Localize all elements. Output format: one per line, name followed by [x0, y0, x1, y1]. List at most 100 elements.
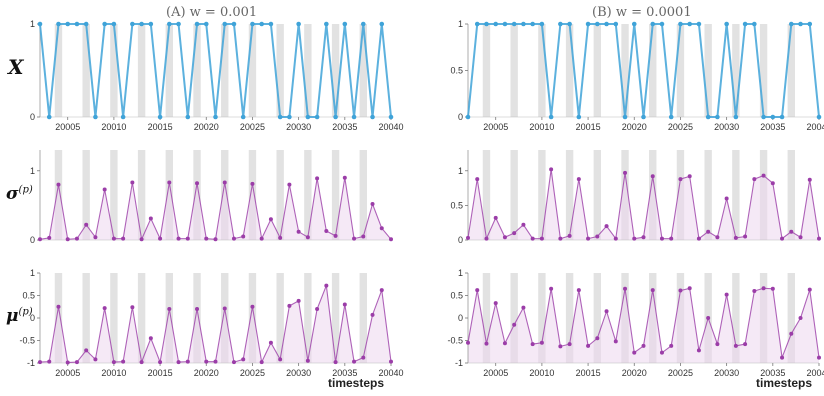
b-sigma-data-point — [789, 229, 794, 234]
b-mu-xtick-label: 20040 — [806, 368, 824, 378]
a-sigma-data-point — [305, 235, 310, 240]
a-mu-data-point — [250, 304, 255, 309]
b-X-xtick-label: 20010 — [529, 122, 554, 132]
b-sigma-stripe — [565, 150, 574, 240]
a-sigma-data-point — [185, 236, 190, 241]
a-sigma-data-point — [324, 229, 329, 233]
a-sigma-data-point — [296, 229, 301, 234]
b-mu-xtick-label: 20035 — [760, 368, 785, 378]
a-mu-data-point — [268, 340, 273, 345]
a-sigma-data-point — [361, 234, 366, 239]
a-X-xtick-label: 20020 — [194, 122, 219, 132]
a-mu-data-point — [38, 360, 42, 365]
b-sigma-data-point — [807, 177, 812, 182]
b-sigma-data-point — [817, 236, 821, 241]
a-mu-data-point — [195, 307, 200, 311]
a-sigma-data-point — [213, 237, 218, 242]
a-X-ytick-label: 1 — [30, 19, 35, 29]
b-mu-ytick-label: -1 — [455, 358, 463, 368]
b-mu-xtick-label: 20025 — [668, 368, 693, 378]
b-sigma-data-point — [743, 234, 748, 239]
b-sigma-data-point — [595, 234, 600, 239]
a-X-data-point — [222, 21, 228, 27]
a-sigma-stripe — [110, 150, 118, 240]
b-X-data-point — [567, 21, 572, 27]
a-sigma-data-point — [195, 181, 200, 186]
b-mu-stripe — [510, 273, 518, 363]
a-mu-data-point — [361, 355, 366, 360]
b-X-data-point — [576, 114, 582, 120]
b-mu-data-point — [780, 355, 785, 360]
a-sigma-data-point — [74, 236, 79, 241]
b-X-data-point — [816, 114, 822, 120]
a-X-data-point — [194, 21, 200, 27]
a-mu-data-point — [158, 360, 163, 365]
b-X-data-point — [465, 114, 471, 120]
a-sigma-stripe — [304, 150, 312, 240]
a-X-data-point — [139, 21, 144, 27]
b-X-data-point — [484, 21, 489, 27]
b-sigma-data-point — [780, 236, 785, 241]
a-X-xtick-label: 20025 — [240, 122, 265, 132]
a-sigma-data-point — [65, 237, 70, 242]
a-mu-data-point — [213, 359, 218, 364]
b-mu-ytick-label: 1 — [458, 268, 463, 278]
x-axis-label-left: timesteps — [328, 376, 385, 390]
a-mu-xtick-label: 20005 — [55, 368, 80, 378]
a-mu-data-point — [204, 359, 209, 364]
a-X-stripe — [137, 24, 146, 117]
b-sigma-ytick-label: 0.5 — [450, 200, 463, 210]
a-mu-xtick-label: 20010 — [101, 368, 126, 378]
b-mu-data-point — [641, 343, 646, 348]
b-sigma-stripe — [510, 150, 518, 240]
b-mu-xtick-label: 20010 — [529, 368, 554, 378]
sigma-superscript: (p) — [18, 184, 33, 196]
b-mu-data-point — [549, 286, 554, 291]
a-mu-data-point — [139, 360, 144, 365]
b-X-data-point — [761, 114, 766, 120]
a-mu-area — [40, 285, 391, 363]
b-mu-ytick-label: 0.5 — [450, 291, 463, 301]
a-X-data-point — [287, 114, 292, 120]
b-X-data-point — [705, 114, 711, 120]
a-sigma-stripe — [359, 150, 367, 240]
b-mu-data-point — [567, 342, 572, 347]
a-sigma-data-point — [130, 180, 135, 185]
a-mu-data-point — [278, 357, 283, 362]
a-X-data-point — [93, 114, 98, 120]
b-X-stripe — [732, 24, 740, 117]
a-sigma-stripe — [137, 150, 146, 240]
b-sigma-data-point — [484, 236, 489, 241]
b-mu-data-point — [669, 343, 674, 348]
a-mu-data-point — [185, 359, 190, 364]
a-X-stripe — [165, 24, 174, 117]
a-mu-data-point — [287, 303, 292, 308]
b-mu-stripe — [538, 273, 546, 363]
b-sigma-stripe — [482, 150, 491, 240]
a-X-data-point — [342, 21, 348, 27]
b-sigma-data-point — [558, 236, 563, 241]
a-X-data-point — [314, 114, 320, 120]
a-mu-stripe — [331, 273, 340, 363]
b-X-data-point — [622, 114, 628, 120]
b-mu-data-point — [770, 286, 775, 291]
row-label-mu: μ(p) — [6, 306, 33, 326]
b-sigma-ytick-label: 1 — [458, 166, 463, 176]
b-sigma-stripe — [538, 150, 546, 240]
b-sigma-data-point — [659, 236, 664, 241]
a-mu-data-point — [176, 360, 181, 365]
b-X-data-point — [678, 21, 683, 27]
b-mu-data-point — [715, 342, 720, 347]
b-mu-data-point — [817, 355, 821, 360]
b-sigma-data-point — [586, 236, 591, 241]
a-X-data-point — [250, 21, 255, 27]
b-mu-data-point — [696, 348, 701, 353]
b-sigma-data-point — [752, 177, 757, 182]
a-X-xtick-label: 20015 — [148, 122, 173, 132]
row-label-sigma: σ(p) — [6, 184, 33, 204]
a-mu-data-point — [352, 359, 357, 364]
a-X-data-point — [65, 21, 71, 27]
b-mu-data-point — [484, 341, 489, 346]
b-mu-data-point — [558, 344, 563, 349]
